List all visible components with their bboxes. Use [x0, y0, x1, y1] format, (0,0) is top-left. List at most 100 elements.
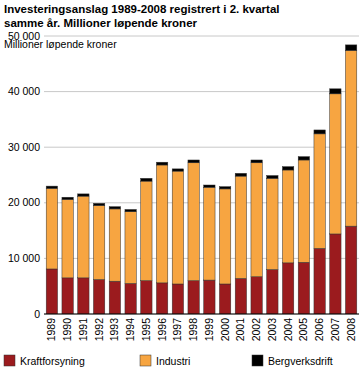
bar-segment: [93, 280, 104, 314]
x-tick-label: 2002: [250, 318, 262, 342]
bar-segment: [188, 281, 199, 314]
bar-segment: [141, 281, 152, 314]
legend-swatch: [4, 355, 15, 366]
bar-segment: [78, 194, 89, 196]
bar-segment: [125, 212, 136, 284]
title-line: samme år. Millioner løpende kroner: [4, 17, 198, 29]
bar-segment: [282, 167, 293, 170]
x-tick-label: 1993: [108, 318, 120, 342]
bar-segment: [109, 209, 120, 281]
title: Investeringsanslag 1989-2008 registrert …: [4, 3, 280, 29]
grid-line: [44, 258, 359, 259]
bar-segment: [109, 281, 120, 314]
bar-segment: [345, 50, 356, 226]
bar-segment: [251, 160, 262, 163]
bar-segment: [282, 170, 293, 263]
grid-line: [44, 202, 359, 203]
y-tick-label: 0: [34, 308, 40, 320]
legend-swatch: [140, 355, 151, 366]
bar-segment: [251, 277, 262, 314]
bar-segment: [345, 45, 356, 51]
x-tick-label: 1997: [171, 318, 183, 342]
bar-segment: [219, 284, 230, 314]
bar-segment: [235, 278, 246, 314]
bar-segment: [46, 186, 57, 188]
legend-swatch: [252, 355, 263, 366]
y-tick-label: 20 000: [8, 196, 40, 208]
bar-segment: [141, 181, 152, 281]
grid-line: [44, 91, 359, 92]
bar-segment: [282, 263, 293, 314]
bar-segment: [330, 94, 341, 234]
bar-segment: [314, 134, 325, 249]
bar-segment: [204, 280, 215, 314]
x-tick-label: 2008: [345, 318, 357, 342]
bar-segment: [204, 185, 215, 187]
x-tick-label: 2005: [297, 318, 309, 342]
bar-segment: [330, 234, 341, 314]
y-tick-label: 50 000: [8, 30, 40, 42]
bar-segment: [219, 189, 230, 284]
bar-segment: [156, 165, 167, 283]
x-tick-label: 1990: [61, 318, 73, 342]
x-tick-label: 1999: [203, 318, 215, 342]
bar-segment: [251, 163, 262, 277]
bar-segment: [93, 203, 104, 205]
title-line: Investeringsanslag 1989-2008 registrert …: [4, 3, 280, 15]
y-tick-label: 10 000: [8, 252, 40, 264]
bar-segment: [125, 283, 136, 314]
bar-segment: [93, 206, 104, 280]
x-tick-label: 2000: [219, 318, 231, 342]
bar-segment: [345, 226, 356, 314]
bar-segment: [204, 187, 215, 280]
x-tick-label: 1995: [140, 318, 152, 342]
bar-segment: [330, 89, 341, 94]
bar-segment: [314, 248, 325, 314]
bar-segment: [141, 178, 152, 181]
bar-segment: [188, 160, 199, 163]
bar-segment: [314, 130, 325, 134]
bar-segment: [109, 207, 120, 209]
bar-segment: [267, 178, 278, 269]
bar-segment: [78, 278, 89, 314]
grid-line: [44, 36, 359, 37]
x-tick-label: 1989: [45, 318, 57, 342]
x-axis-line: [44, 314, 359, 315]
bar-segment: [298, 160, 309, 262]
grid-line: [44, 147, 359, 148]
bar-segment: [172, 169, 183, 171]
y-tick-label: 40 000: [8, 85, 40, 97]
legend-label: Kraftforsyning: [20, 355, 85, 367]
legend-label: Industri: [156, 355, 190, 367]
x-tick-label: 1996: [156, 318, 168, 342]
bars: [46, 45, 357, 314]
bar-segment: [188, 163, 199, 281]
x-tick-label: 1992: [93, 318, 105, 342]
x-tick-label: 2006: [313, 318, 325, 342]
bar-segment: [62, 278, 73, 314]
bar-segment: [235, 173, 246, 176]
bar-segment: [298, 157, 309, 160]
bar-segment: [235, 176, 246, 278]
bar-segment: [156, 283, 167, 314]
bar-segment: [46, 269, 57, 314]
bar-segment: [125, 209, 136, 211]
grid-line: [44, 314, 359, 315]
chart: Investeringsanslag 1989-2008 registrert …: [0, 0, 362, 378]
bar-segment: [62, 199, 73, 277]
x-tick-label: 1994: [124, 318, 136, 342]
x-tick-label: 2004: [282, 318, 294, 342]
bar-segment: [156, 162, 167, 165]
bar-segment: [78, 196, 89, 278]
bar-segment: [62, 197, 73, 199]
x-tick-label: 2001: [234, 318, 246, 342]
x-tick-label: 2007: [329, 318, 341, 342]
x-tick-label: 1991: [77, 318, 89, 342]
x-tick-label: 1998: [187, 318, 199, 342]
bar-segment: [172, 171, 183, 284]
bar-segment: [219, 187, 230, 189]
bar-segment: [267, 176, 278, 179]
bar-segment: [172, 284, 183, 314]
bar-segment: [298, 262, 309, 314]
y-tick-label: 30 000: [8, 141, 40, 153]
